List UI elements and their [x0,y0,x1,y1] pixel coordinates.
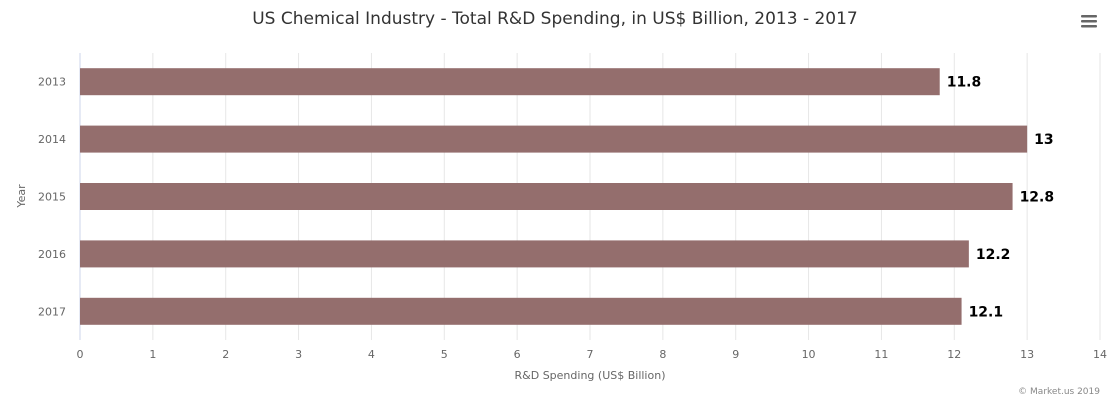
x-tick-label: 9 [732,348,739,361]
x-tick-label: 5 [441,348,448,361]
y-tick-label: 2014 [38,133,66,146]
x-tick-label: 12 [947,348,961,361]
hamburger-menu-icon[interactable] [1081,15,1097,28]
x-tick-label: 1 [149,348,156,361]
x-tick-label: 11 [874,348,888,361]
bar[interactable] [80,68,940,96]
y-tick-label: 2015 [38,191,66,204]
x-tick-label: 7 [587,348,594,361]
y-tick-label: 2016 [38,248,66,261]
bar[interactable] [80,240,969,268]
x-tick-label: 8 [659,348,666,361]
x-tick-label: 10 [802,348,816,361]
x-tick-label: 6 [514,348,521,361]
x-tick-label: 2 [222,348,229,361]
data-label: 13 [1034,132,1053,148]
x-tick-label: 0 [77,348,84,361]
bar[interactable] [80,297,962,325]
data-label: 11.8 [947,75,982,91]
y-tick-label: 2017 [38,305,66,318]
x-tick-label: 3 [295,348,302,361]
data-label: 12.2 [976,247,1011,263]
data-label: 12.8 [1020,190,1055,206]
y-axis-title: Year [15,184,28,209]
y-tick-label: 2013 [38,76,66,89]
x-tick-label: 14 [1093,348,1107,361]
bar[interactable] [80,125,1028,153]
x-tick-label: 4 [368,348,375,361]
data-label: 12.1 [969,304,1004,320]
x-axis-title: R&D Spending (US$ Billion) [515,369,666,382]
credit: © Market.us 2019 [1018,387,1100,397]
bar[interactable] [80,183,1013,210]
chart-title: US Chemical Industry - Total R&D Spendin… [252,9,858,29]
x-tick-label: 13 [1020,348,1034,361]
